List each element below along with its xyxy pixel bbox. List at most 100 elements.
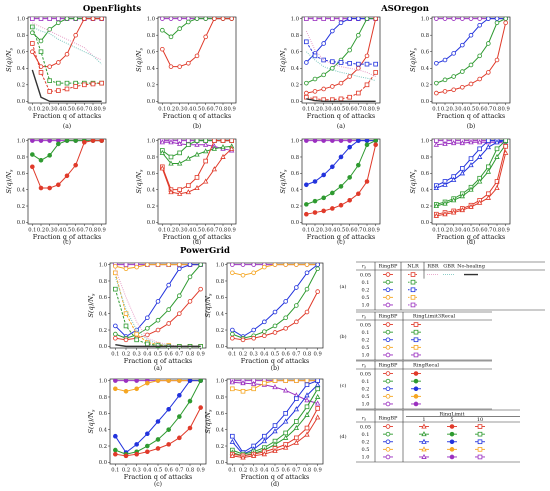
data-point-blue bbox=[330, 28, 335, 34]
data-point-blue bbox=[294, 396, 299, 401]
series-line-red bbox=[306, 72, 377, 101]
x-tick-label: 0.7 bbox=[484, 107, 492, 113]
x-tick-label: 0.8 bbox=[303, 352, 311, 358]
data-point-green bbox=[186, 142, 191, 148]
data-point-green bbox=[187, 398, 193, 404]
panel-caption: (a) bbox=[154, 365, 162, 372]
data-point-orange bbox=[166, 379, 171, 383]
data-point-red bbox=[186, 183, 191, 188]
data-point-blue bbox=[294, 285, 299, 290]
legend-rs-value: 0.1 bbox=[362, 280, 370, 286]
legend-rs-value: 0.5 bbox=[362, 447, 370, 453]
legend-marker bbox=[385, 352, 391, 358]
x-tick-label: 0.4 bbox=[328, 107, 337, 113]
panel-caption: (d) bbox=[193, 239, 202, 246]
title-powergrid: PowerGrid bbox=[180, 246, 230, 256]
data-point-purple bbox=[433, 141, 439, 147]
x-tick-label: 0.7 bbox=[292, 352, 300, 358]
y-tick-label: 0.2 bbox=[99, 328, 107, 334]
data-point-green bbox=[64, 80, 70, 86]
data-point-blue bbox=[468, 156, 474, 161]
data-point-orange bbox=[134, 386, 139, 392]
y-axis-label: S(q)/Ns bbox=[135, 169, 145, 194]
x-tick-label: 0.2 bbox=[311, 228, 319, 234]
y-tick-label: 0.4 bbox=[99, 427, 108, 433]
data-point-blue bbox=[166, 282, 171, 288]
y-tick-label: 0.6 bbox=[216, 295, 224, 301]
data-point-red bbox=[73, 162, 78, 168]
x-tick-label: 0.4 bbox=[54, 107, 63, 113]
y-tick-label: 0.8 bbox=[99, 395, 107, 401]
legend-header-other: RingRecal bbox=[413, 363, 439, 369]
data-point-orange bbox=[294, 263, 299, 267]
x-tick-label: 0.3 bbox=[46, 228, 54, 234]
data-point-red bbox=[47, 64, 52, 69]
data-point-blue bbox=[312, 179, 318, 184]
data-point-green bbox=[262, 329, 267, 334]
x-tick-label: 0.5 bbox=[467, 107, 475, 113]
data-point-purple bbox=[442, 140, 448, 146]
data-point-red bbox=[177, 190, 183, 196]
x-tick-label: 0.4 bbox=[54, 228, 63, 234]
series-group bbox=[160, 17, 234, 69]
data-point-green bbox=[230, 331, 235, 337]
y-tick-label: 0.4 bbox=[147, 187, 156, 193]
data-point-red bbox=[187, 299, 193, 304]
data-point-blue bbox=[261, 438, 267, 444]
y-tick-label: 0.8 bbox=[147, 33, 155, 39]
data-point-red bbox=[338, 80, 344, 86]
y-axis-label: S(q)/Ns bbox=[135, 47, 145, 72]
legend-rs-value: 0.5 bbox=[362, 394, 370, 400]
legend-marker bbox=[477, 439, 483, 445]
y-axis-label: S(q)/Ns bbox=[87, 409, 97, 434]
series-line-teal bbox=[114, 276, 201, 347]
plot-frame bbox=[27, 138, 107, 225]
data-point-red bbox=[212, 17, 217, 21]
x-tick-label: 0.2 bbox=[167, 228, 175, 234]
x-tick-label: 0.9 bbox=[372, 107, 380, 113]
data-point-green bbox=[468, 186, 474, 192]
x-tick-label: 0.4 bbox=[184, 228, 193, 234]
y-axis-label-sub: s bbox=[209, 409, 214, 412]
data-point-green bbox=[145, 443, 150, 449]
y-tick-label: 0.0 bbox=[421, 220, 429, 226]
data-point-red bbox=[82, 17, 87, 21]
data-point-blue bbox=[468, 162, 474, 168]
y-tick-label: 1.0 bbox=[421, 16, 429, 22]
data-point-green bbox=[356, 32, 361, 38]
x-tick-label: 0.6 bbox=[346, 107, 354, 113]
x-tick-label: 0.1 bbox=[432, 228, 440, 234]
x-tick-label: 0.7 bbox=[80, 107, 88, 113]
data-point-red bbox=[373, 17, 378, 21]
data-point-blue bbox=[356, 61, 361, 67]
data-point-blue bbox=[486, 139, 491, 143]
data-point-blue bbox=[166, 406, 171, 412]
data-point-purple bbox=[230, 263, 235, 267]
y-tick-label: 0.2 bbox=[216, 328, 224, 334]
data-point-red bbox=[56, 88, 61, 93]
y-tick-label: 0.0 bbox=[99, 344, 107, 350]
y-axis-label: S(q)/Ns bbox=[409, 47, 419, 72]
y-tick-label: 0.6 bbox=[147, 50, 155, 56]
y-tick-label: 0.8 bbox=[291, 155, 299, 161]
x-tick-label: 0.7 bbox=[292, 468, 300, 474]
legend-marker bbox=[421, 438, 427, 444]
data-point-purple bbox=[56, 17, 61, 21]
data-point-red bbox=[64, 51, 70, 57]
data-point-purple bbox=[194, 141, 200, 147]
data-point-blue bbox=[113, 323, 118, 329]
data-point-red bbox=[99, 139, 104, 143]
data-point-purple bbox=[47, 139, 52, 143]
data-point-green bbox=[451, 74, 456, 79]
y-tick-label: 0.8 bbox=[291, 33, 299, 39]
y-tick-label: 0.6 bbox=[99, 411, 107, 417]
data-point-purple bbox=[160, 17, 165, 21]
panel-caption: (c) bbox=[154, 481, 162, 488]
data-point-blue bbox=[494, 17, 500, 21]
y-tick-label: 0.0 bbox=[216, 344, 224, 350]
data-point-red bbox=[364, 82, 370, 88]
data-point-red bbox=[229, 452, 235, 458]
chart-as-c: 0.1 0.2 0.3 0.4 0.5 0.6 0.7 0.8 0.90.00.20.40.60… bbox=[279, 138, 381, 246]
data-point-red bbox=[203, 178, 209, 184]
x-axis-label: Fraction q of attacks bbox=[124, 473, 193, 481]
